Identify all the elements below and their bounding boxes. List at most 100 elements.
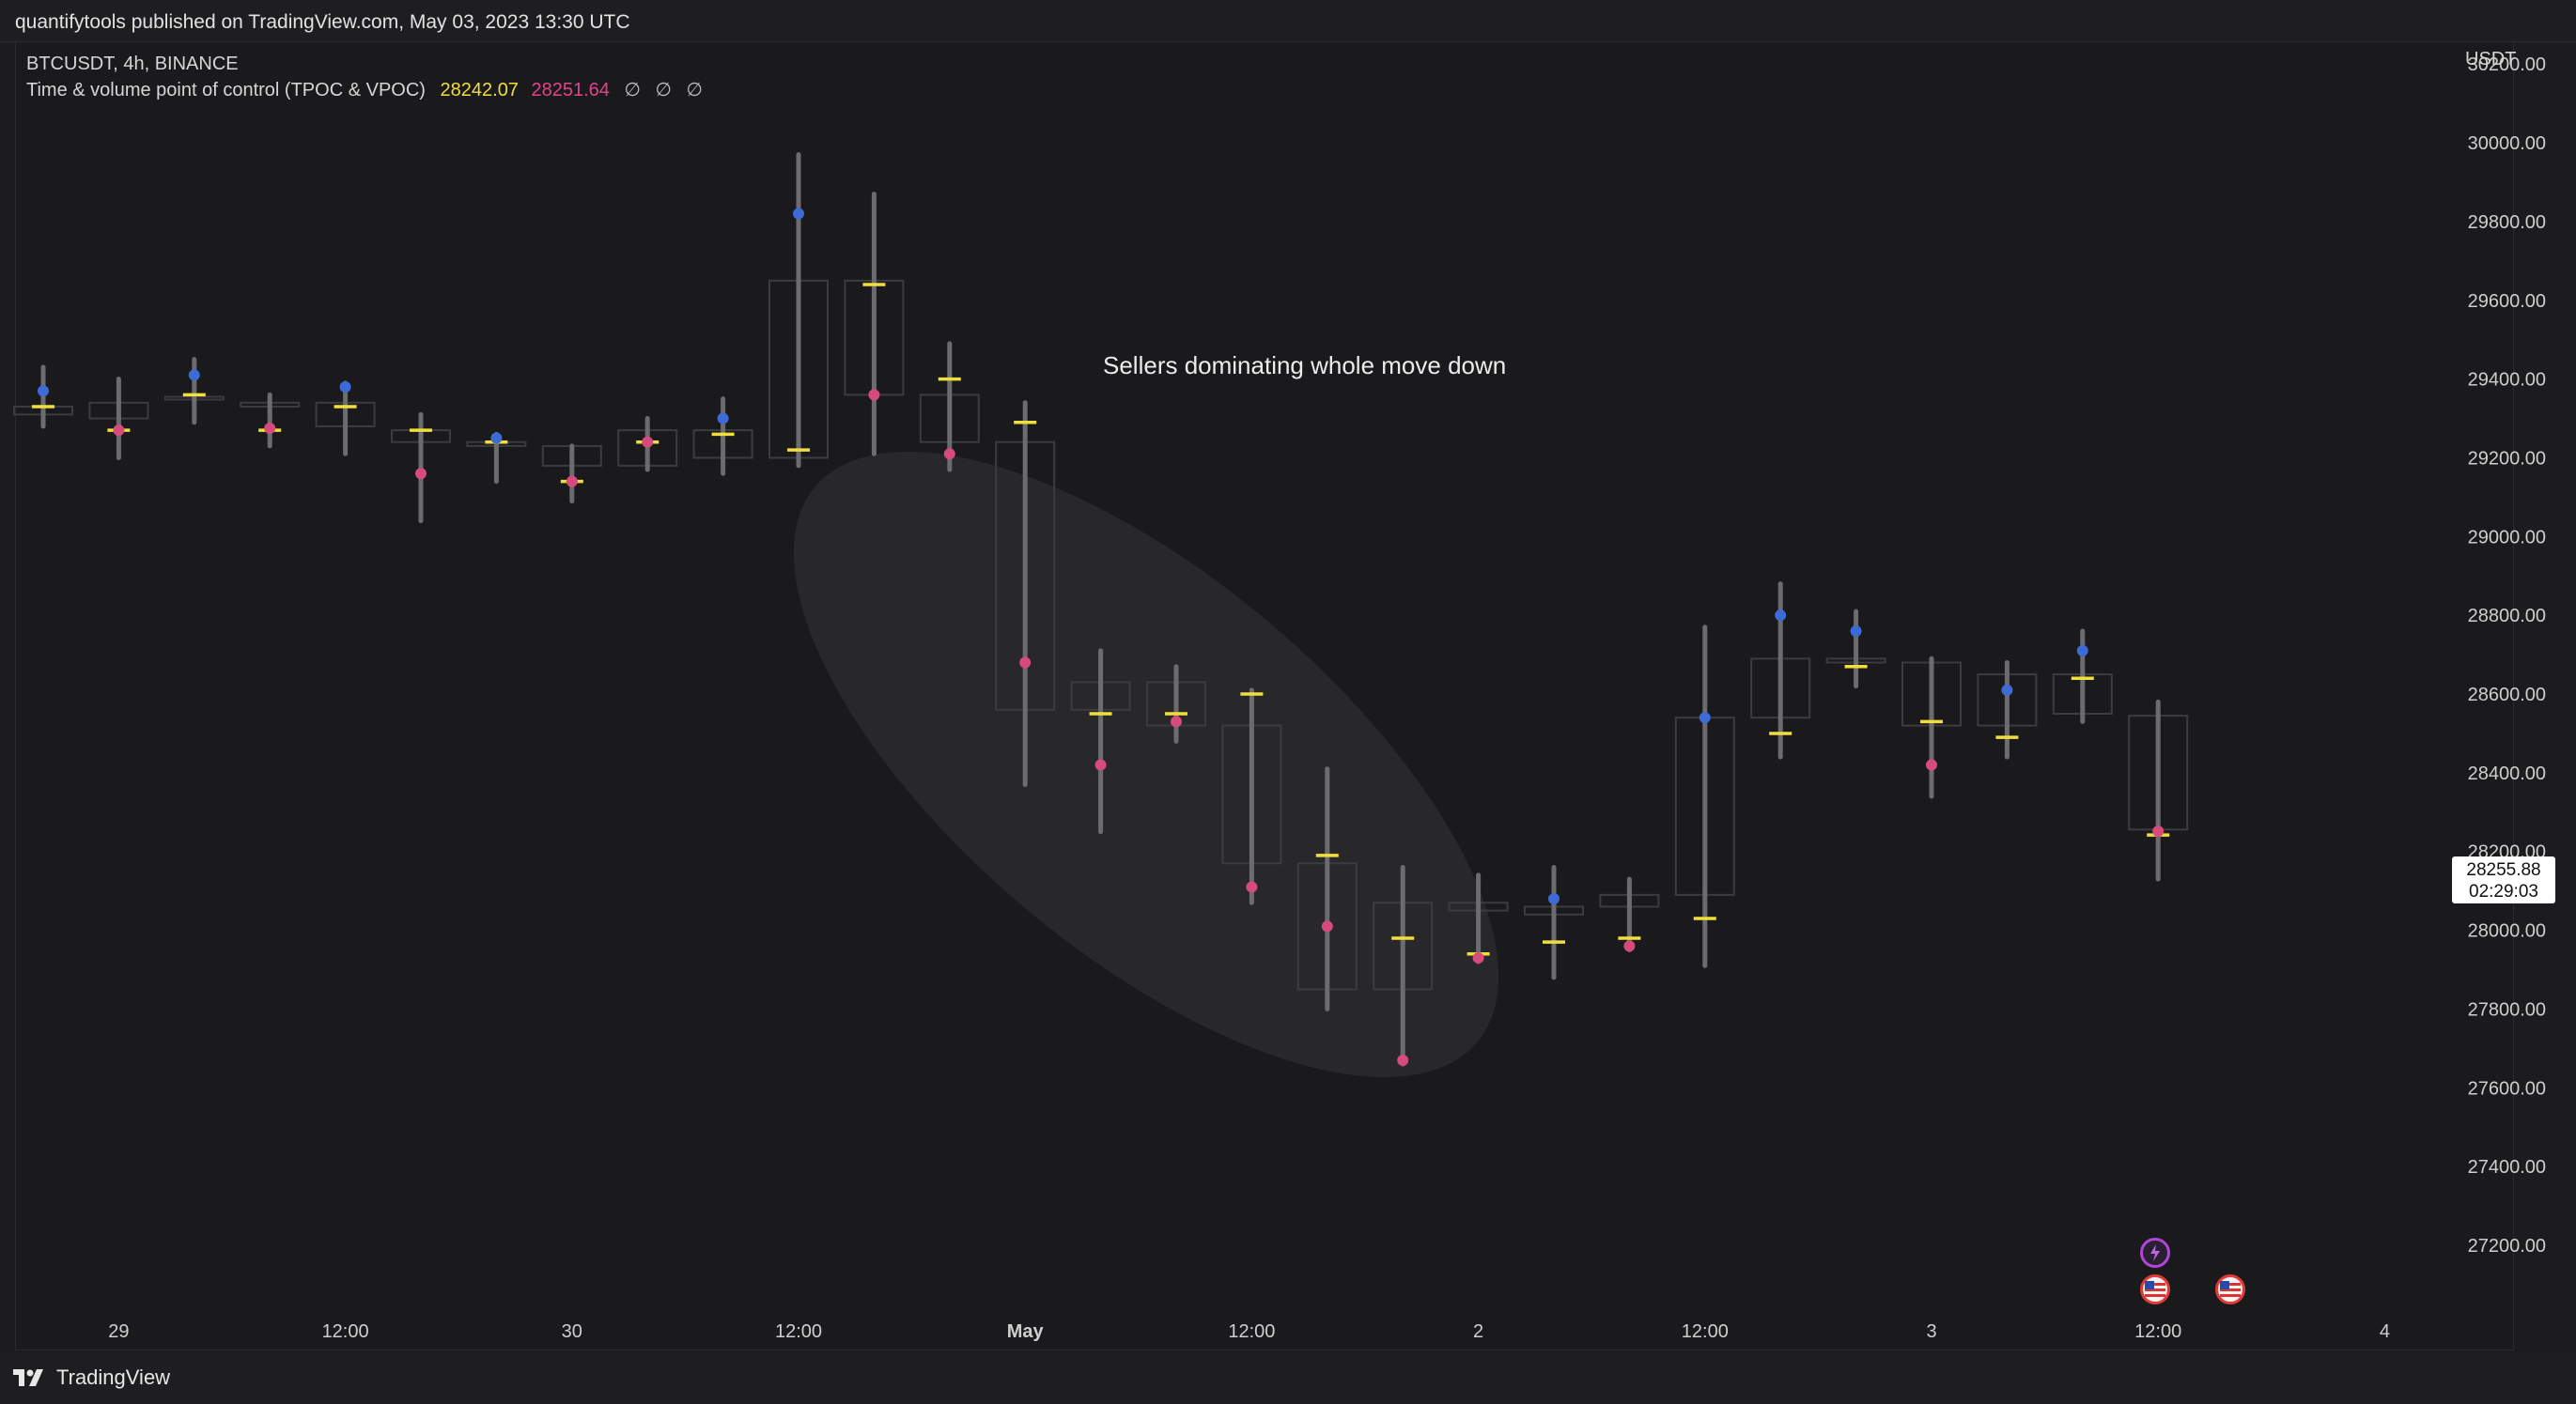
- vpoc-dot: [943, 448, 955, 460]
- vpoc-dot: [1850, 625, 1862, 637]
- y-tick-label: 28400.00: [2468, 764, 2546, 784]
- vpoc-dot: [642, 436, 654, 448]
- candle: [466, 431, 527, 485]
- candle: [1296, 766, 1358, 1011]
- us-flag-event-icon[interactable]: [2215, 1274, 2245, 1304]
- vpoc-dot: [415, 468, 427, 480]
- candle: [617, 416, 678, 472]
- x-tick-label: 12:00: [322, 1321, 369, 1342]
- candle: [995, 400, 1056, 787]
- x-tick-label: 3: [1926, 1321, 1936, 1342]
- vpoc-dot: [1397, 1054, 1409, 1066]
- candle: [1674, 625, 1735, 968]
- vpoc-dot: [1171, 716, 1182, 728]
- brand-name: TradingView: [56, 1365, 171, 1389]
- lightning-event-icon[interactable]: [2140, 1238, 2170, 1268]
- candle: [391, 411, 451, 524]
- indicator-name: Time & volume point of control (TPOC & V…: [26, 80, 426, 100]
- candle: [541, 443, 602, 504]
- candle: [240, 392, 301, 449]
- last-price: 28255.88: [2466, 860, 2541, 880]
- candle: [1373, 865, 1434, 1067]
- last-price-tag: 28255.88 02:29:03: [2452, 856, 2555, 903]
- highlight-ellipse: [793, 451, 1499, 1078]
- y-tick-label: 27800.00: [2468, 999, 2546, 1020]
- bar-countdown: 02:29:03: [2469, 882, 2538, 902]
- x-tick-label: 29: [108, 1321, 129, 1342]
- y-tick-label: 27400.00: [2468, 1157, 2546, 1178]
- tradingview-logo-icon: [13, 1369, 43, 1386]
- vpoc-dot: [868, 389, 880, 401]
- x-tick-label: 12:00: [2134, 1321, 2181, 1342]
- candle: [1977, 659, 2038, 760]
- candle: [1448, 872, 1509, 964]
- vpoc-dot: [490, 432, 503, 444]
- vpoc-dot: [1472, 951, 1484, 964]
- vpoc-dot: [1019, 656, 1032, 669]
- vpoc-dot: [1094, 759, 1107, 771]
- candle: [844, 192, 905, 456]
- currency-label[interactable]: USDT: [2465, 49, 2517, 69]
- x-tick-label: 4: [2380, 1321, 2390, 1342]
- x-tick-label: 12:00: [1228, 1321, 1275, 1342]
- y-tick-label: 27200.00: [2468, 1236, 2546, 1257]
- x-tick-label: 2: [1473, 1321, 1483, 1342]
- footer-bar: [0, 1352, 2576, 1404]
- candle: [1221, 687, 1282, 905]
- candle: [1524, 865, 1584, 980]
- vpoc-dot: [113, 424, 125, 437]
- candle: [2128, 699, 2189, 882]
- chart-annotation[interactable]: Sellers dominating whole move down: [1103, 351, 1507, 379]
- candle: [768, 152, 829, 469]
- tradingview-brand[interactable]: TradingView: [13, 1365, 170, 1390]
- vpoc-dot: [38, 385, 49, 397]
- y-tick-label: 30200.00: [2468, 54, 2546, 75]
- empty-value-3: ∅: [686, 80, 703, 100]
- y-tick-label: 28000.00: [2468, 921, 2546, 942]
- y-tick-label: 29600.00: [2468, 291, 2546, 312]
- vpoc-dot: [1548, 893, 1560, 905]
- candle: [692, 396, 753, 476]
- published-text: quantifytools published on TradingView.c…: [15, 11, 630, 33]
- vpoc-dot: [793, 208, 804, 220]
- vpoc-dot: [2152, 825, 2165, 838]
- candle: [1750, 581, 1811, 760]
- symbol-label[interactable]: BTCUSDT, 4h, BINANCE: [26, 54, 239, 74]
- candle: [2052, 628, 2113, 724]
- vpoc-dot: [264, 423, 276, 435]
- x-tick-label: May: [1007, 1321, 1045, 1342]
- vpoc-dot: [339, 381, 351, 393]
- vpoc-dot: [1623, 940, 1636, 952]
- y-tick-label: 30000.00: [2468, 133, 2546, 154]
- candle: [13, 364, 73, 429]
- vpoc-dot: [2001, 684, 2013, 696]
- candle: [1070, 648, 1131, 835]
- y-tick-label: 27600.00: [2468, 1078, 2546, 1099]
- candle: [163, 357, 225, 425]
- vpoc-dot: [1246, 881, 1258, 893]
- candle: [1146, 664, 1206, 744]
- x-tick-label: 12:00: [1682, 1321, 1729, 1342]
- vpoc-dot: [1926, 759, 1937, 771]
- candle: [315, 380, 376, 456]
- vpoc-dot: [1775, 609, 1787, 622]
- y-tick-label: 28600.00: [2468, 685, 2546, 705]
- y-tick-label: 29400.00: [2468, 370, 2546, 391]
- y-tick-label: 29200.00: [2468, 448, 2546, 469]
- vpoc-dot: [188, 369, 200, 381]
- indicator-legend[interactable]: Time & volume point of control (TPOC & V…: [26, 77, 703, 103]
- y-tick-label: 29000.00: [2468, 527, 2546, 548]
- vpoc-dot: [566, 475, 578, 487]
- x-tick-label: 30: [562, 1321, 582, 1342]
- empty-value-2: ∅: [655, 80, 672, 100]
- candle: [88, 377, 149, 460]
- us-flag-event-icon[interactable]: [2140, 1274, 2170, 1304]
- vpoc-dot: [2076, 644, 2088, 656]
- y-tick-label: 28800.00: [2468, 606, 2546, 626]
- candle: [1599, 876, 1660, 953]
- candle: [1901, 656, 1962, 799]
- y-tick-label: 29800.00: [2468, 212, 2546, 233]
- tpoc-value: 28242.07: [440, 80, 519, 100]
- vpoc-dot: [1321, 920, 1333, 933]
